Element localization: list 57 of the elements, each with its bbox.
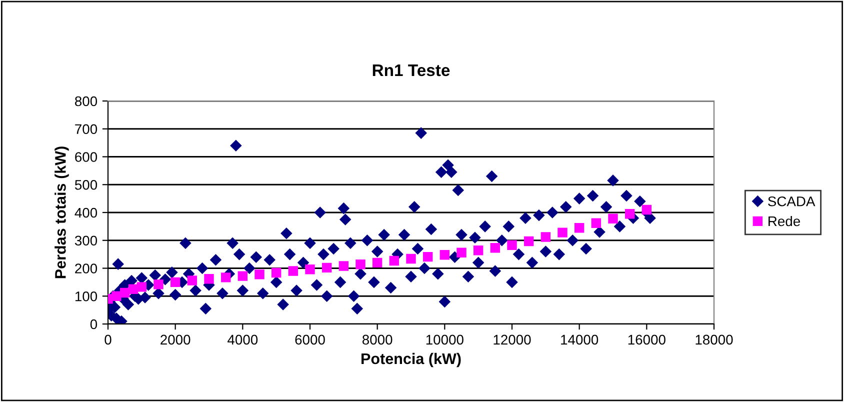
- point: [112, 291, 122, 301]
- point: [356, 259, 366, 270]
- point: [473, 246, 484, 256]
- point: [540, 232, 551, 242]
- point: [271, 268, 282, 278]
- x-tick-label: 14000: [561, 334, 598, 345]
- x-tick-label: 16000: [628, 334, 666, 345]
- x-tick-label: 12000: [494, 334, 531, 345]
- point: [591, 218, 602, 228]
- point: [507, 240, 517, 250]
- point: [288, 266, 298, 276]
- y-tick-label: 800: [75, 96, 98, 106]
- x-tick-label: 6000: [295, 334, 325, 345]
- y-tick-label: 100: [75, 291, 98, 302]
- point: [558, 228, 568, 238]
- point: [120, 288, 130, 298]
- point: [136, 282, 147, 292]
- point: [406, 254, 416, 264]
- x-tick-label: 8000: [362, 334, 392, 345]
- point: [322, 262, 332, 273]
- point: [372, 258, 382, 268]
- point: [574, 222, 584, 233]
- point: [490, 243, 500, 253]
- x-tick-label: 2000: [160, 334, 190, 345]
- point: [608, 214, 618, 224]
- point: [305, 264, 315, 274]
- y-tick-label: 500: [74, 180, 98, 190]
- point: [187, 276, 198, 286]
- point: [204, 274, 214, 284]
- y-tick-label: 300: [74, 236, 98, 246]
- point: [456, 248, 466, 258]
- x-tick-label: 0: [104, 334, 112, 345]
- y-tick-label: 600: [75, 152, 98, 162]
- point: [338, 261, 349, 271]
- point: [170, 277, 180, 288]
- y-tick-label: 200: [75, 264, 98, 274]
- point: [524, 236, 534, 246]
- x-tick-label: 10000: [426, 334, 464, 345]
- legend-label: Rede: [768, 216, 800, 226]
- point: [642, 204, 652, 215]
- point: [220, 272, 231, 282]
- point: [422, 252, 433, 262]
- point: [389, 256, 400, 266]
- x-tick-label: 18000: [696, 334, 733, 345]
- point: [440, 250, 450, 260]
- point: [154, 280, 164, 290]
- y-tick-label: 0: [90, 319, 98, 330]
- x-axis-title: Potencia (kW): [362, 352, 461, 368]
- y-axis-title: Perdas totais (kW): [54, 146, 69, 278]
- y-tick-label: 400: [74, 208, 98, 218]
- x-tick-label: 4000: [228, 334, 258, 345]
- point: [238, 271, 248, 281]
- legend-label: SCADA: [768, 196, 816, 206]
- chart-title: Rn1 Teste: [372, 64, 450, 76]
- point: [624, 209, 635, 219]
- point: [254, 270, 264, 280]
- y-tick-label: 700: [75, 124, 98, 134]
